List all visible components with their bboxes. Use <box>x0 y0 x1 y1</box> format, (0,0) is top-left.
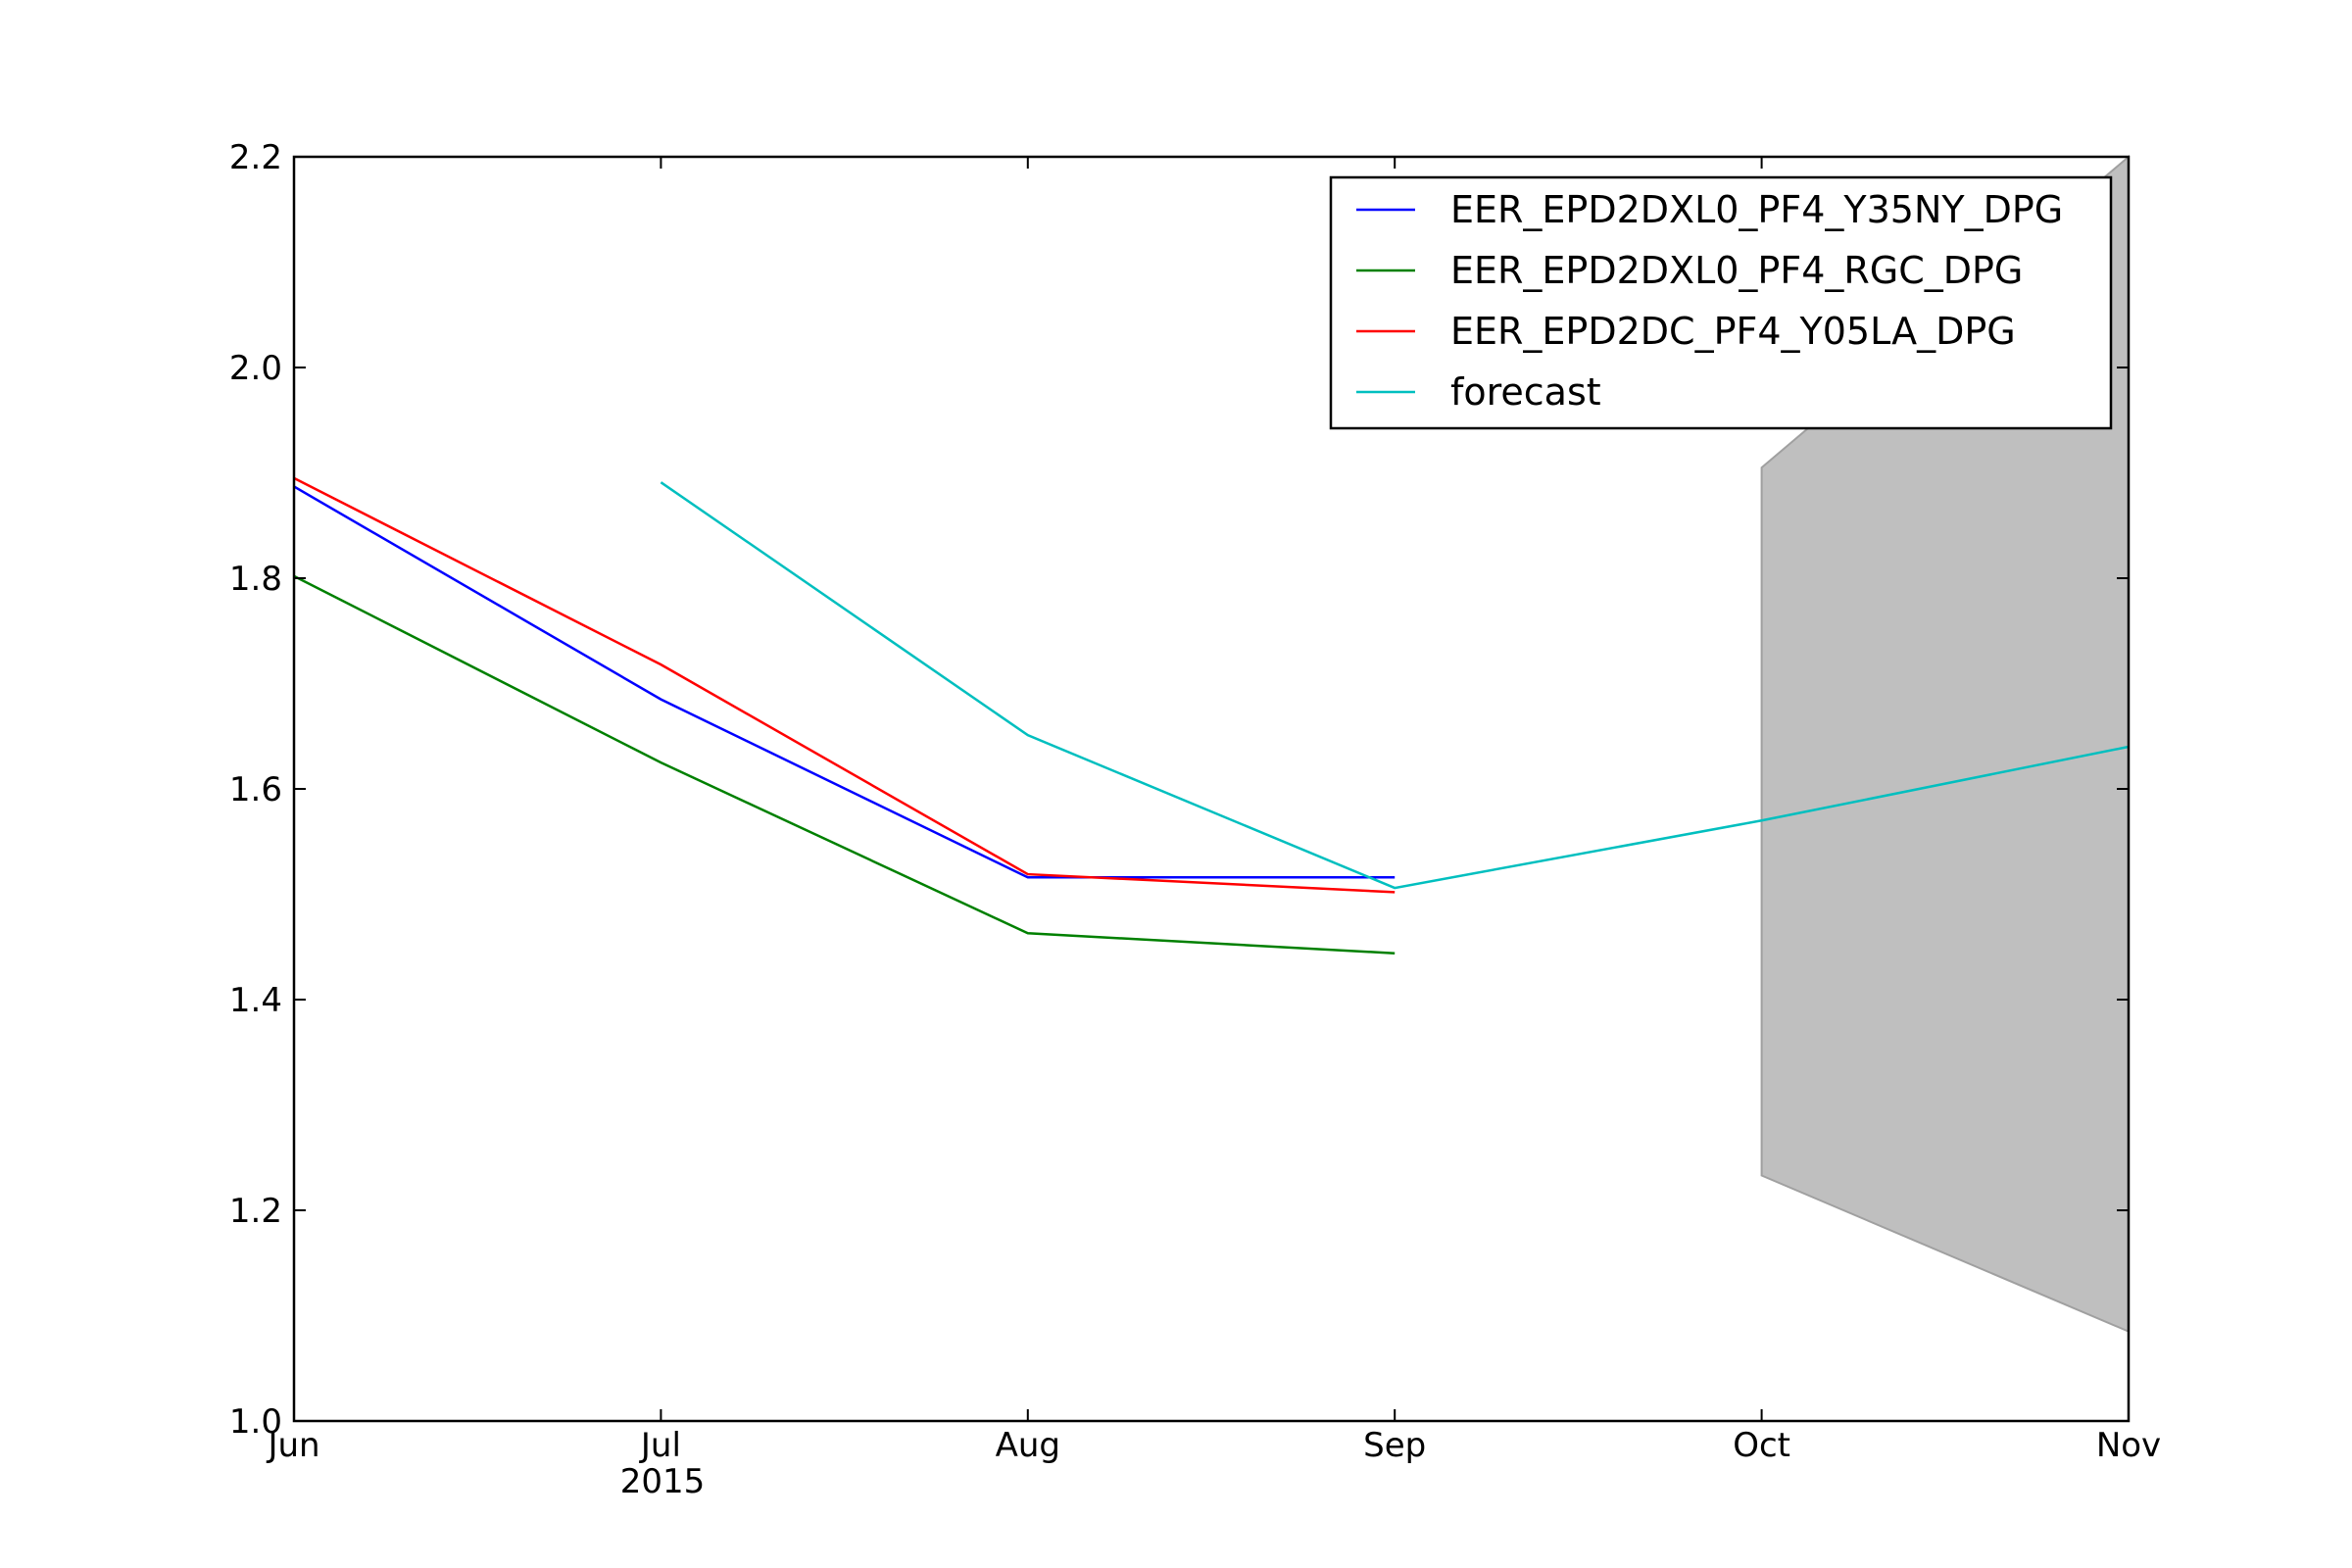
y-tick-label: 2.0 <box>229 349 282 388</box>
series-line-3 <box>293 476 1396 894</box>
x-tick-label: Sep <box>1363 1426 1426 1465</box>
legend-label-2: EER_EPD2DXL0_PF4_RGC_DPG <box>1450 249 2023 292</box>
y-tick-label: 2.2 <box>229 138 282 177</box>
x-tick-label: Nov <box>2096 1426 2161 1465</box>
y-tick-label: 1.8 <box>229 560 282 599</box>
axis-ticks: 1.0 1.2 1.4 1.6 1.8 2.0 2.2 Jun Jul Aug Sep Oct Nov <box>229 138 2161 1465</box>
series-layer <box>293 476 2130 955</box>
series-line-4 <box>660 481 2130 890</box>
x-tick-label: Oct <box>1733 1426 1790 1465</box>
legend-label-4: forecast <box>1450 370 1601 414</box>
series-line-2 <box>293 574 1396 955</box>
y-tick-label: 1.2 <box>229 1192 282 1231</box>
y-tick-label: 1.6 <box>229 770 282 809</box>
legend-box <box>1329 175 2113 430</box>
y-tick-label: 1.4 <box>229 981 282 1020</box>
x-axis-year-label: 2015 <box>620 1462 706 1501</box>
x-tick-label: Jul <box>639 1426 681 1465</box>
x-tick-label: Jun <box>266 1426 319 1465</box>
legend: EER_EPD2DXL0_PF4_Y35NY_DPG EER_EPD2DXL0_P… <box>1329 175 2113 430</box>
y-tick-label: 1.0 <box>229 1402 282 1442</box>
legend-label-3: EER_EPD2DC_PF4_Y05LA_DPG <box>1450 310 2016 353</box>
series-line-1 <box>293 485 1396 879</box>
x-tick-label: Aug <box>996 1426 1060 1465</box>
legend-label-1: EER_EPD2DXL0_PF4_Y35NY_DPG <box>1450 188 2063 231</box>
